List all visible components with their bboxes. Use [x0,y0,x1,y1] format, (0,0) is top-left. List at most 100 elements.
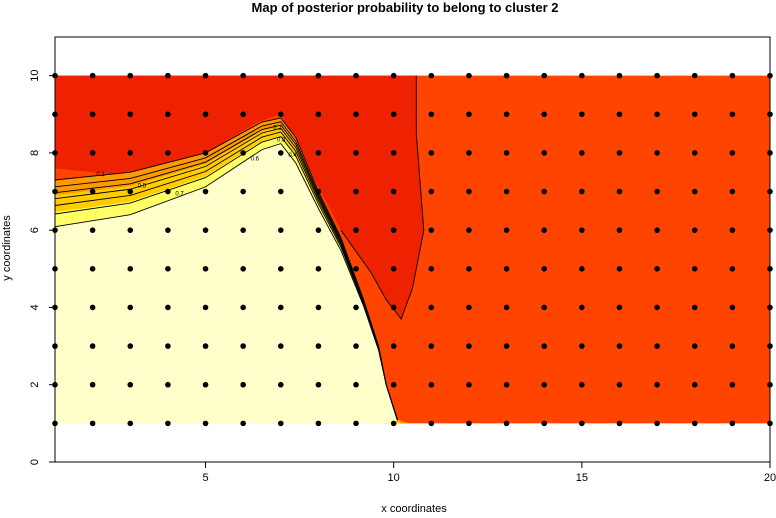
data-point [428,72,435,79]
data-point [277,420,284,427]
data-point [127,420,134,427]
data-point [579,72,585,79]
data-point [353,266,359,272]
x-axis-label: x coordinates [381,503,447,515]
data-point [729,72,736,79]
data-point [503,188,510,195]
data-point [466,420,472,427]
contour-label-1: 0.2 [273,126,282,132]
data-point [240,381,246,388]
contour-layer: 0.1 0.2 0.3 0.4 0.5 0.6 0.7 [54,75,425,421]
data-point [428,343,435,349]
data-point [89,188,96,195]
data-point [729,381,736,388]
data-point [654,304,660,311]
data-point [353,111,359,118]
data-point [428,420,435,427]
data-point [428,266,435,272]
data-point [353,72,359,79]
data-point [240,420,246,427]
data-point [240,111,246,118]
y-axis-label: y coordinates [1,215,13,281]
data-point [315,266,322,272]
data-point [240,188,246,195]
data-point [729,227,736,233]
data-point [503,72,510,79]
data-point [390,304,397,311]
data-point [616,227,623,233]
axes-layer: 5 10 15 20 0 2 4 6 8 10 [29,36,776,484]
data-point [315,72,322,79]
data-point [165,420,171,427]
data-point [202,227,209,233]
data-point [315,381,322,388]
data-point [428,188,435,195]
data-point [353,304,359,311]
data-point [729,266,736,272]
data-point [428,227,435,233]
data-point [616,150,623,156]
data-point [127,72,134,79]
data-point [353,343,359,349]
data-point [503,227,510,233]
data-point [541,188,548,195]
data-point [616,188,623,195]
data-point [127,304,134,311]
data-point [691,343,698,349]
data-point [89,420,96,427]
data-point [503,304,510,311]
data-point [654,188,660,195]
data-point [202,150,209,156]
data-point [729,420,736,427]
data-point [503,381,510,388]
data-point [616,111,623,118]
data-point [315,343,322,349]
heatmap-layer [55,75,770,424]
data-point [89,343,96,349]
data-point [428,304,435,311]
data-point [729,304,736,311]
contour-label-0: 0.1 [96,172,105,178]
data-point [390,266,397,272]
data-point [466,188,472,195]
data-point [503,266,510,272]
data-point [541,150,548,156]
data-point [654,381,660,388]
data-point [315,188,322,195]
data-point [127,343,134,349]
data-point [579,266,585,272]
data-point [202,381,209,388]
data-point [616,304,623,311]
data-point [503,420,510,427]
data-point [127,381,134,388]
chart-title: Map of posterior probability to belong t… [252,0,559,15]
y-tick-label: 4 [29,304,41,310]
x-tick-label: 20 [764,472,776,484]
heat-band-3 [55,143,398,424]
heat-region-top [55,75,424,319]
data-point [390,420,397,427]
y-tick-label: 8 [29,150,41,156]
data-point [202,188,209,195]
data-point [541,111,548,118]
x-tick-label: 10 [388,472,400,484]
data-point [390,150,397,156]
contour-label-6: 0.7 [175,191,184,197]
data-point [616,420,623,427]
y-tick-label: 0 [29,459,41,465]
data-point [315,227,322,233]
data-point [277,150,284,156]
data-point [127,150,134,156]
y-tick-label: 10 [29,70,41,82]
data-point [277,381,284,388]
data-point [691,227,698,233]
data-point [165,343,171,349]
data-point [165,304,171,311]
contour-label-3: 0.4 [288,153,297,159]
data-point [691,150,698,156]
x-tick-label: 15 [576,472,588,484]
x-tick-label: 5 [202,472,208,484]
data-point [541,343,548,349]
data-point [165,111,171,118]
data-point [202,420,209,427]
